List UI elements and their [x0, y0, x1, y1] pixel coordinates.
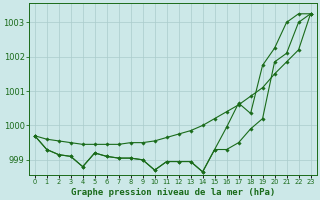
X-axis label: Graphe pression niveau de la mer (hPa): Graphe pression niveau de la mer (hPa) [70, 188, 275, 197]
